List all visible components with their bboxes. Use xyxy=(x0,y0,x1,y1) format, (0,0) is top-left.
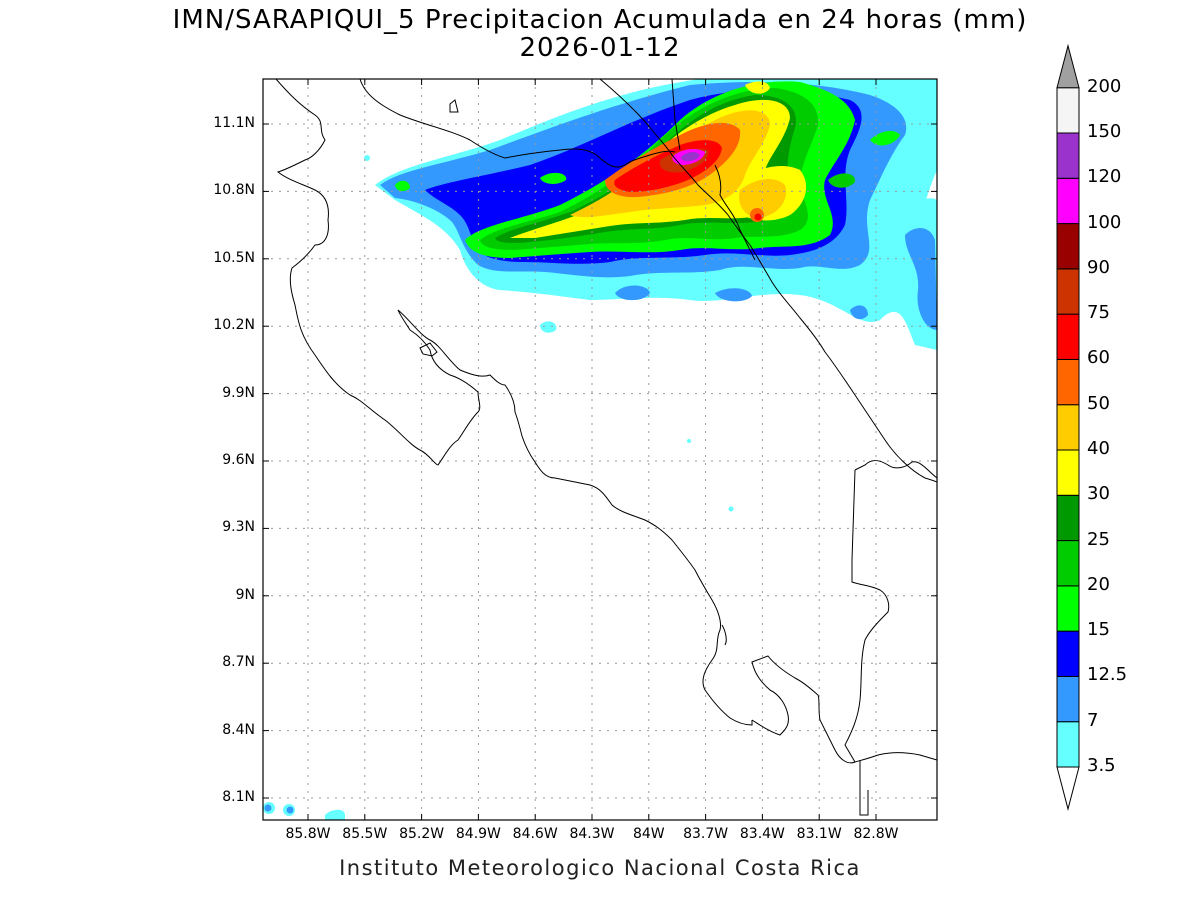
chart-date: 2026-01-12 xyxy=(519,33,681,63)
lon-tick-label: 85.5W xyxy=(342,826,388,842)
colorbar-swatch xyxy=(1056,585,1080,632)
colorbar-level-label: 3.5 xyxy=(1087,755,1116,776)
lon-tick-label: 84.6W xyxy=(512,826,558,842)
lat-tick-label: 11.1N xyxy=(213,115,255,131)
footer-credit: Instituto Meteorologico Nacional Costa R… xyxy=(339,856,861,880)
colorbar-level-label: 20 xyxy=(1087,573,1110,595)
colorbar-swatch xyxy=(1056,268,1080,315)
lon-tick-label: 85.8W xyxy=(285,826,331,842)
lon-tick-label: 84.9W xyxy=(455,826,501,842)
lat-tick-label: 8.7N xyxy=(222,654,255,671)
lat-tick-label: 10.5N xyxy=(213,249,255,266)
colorbar-swatch xyxy=(1056,87,1080,134)
lon-tick-label: 82.8W xyxy=(853,826,899,842)
lat-tick-label: 9N xyxy=(235,586,255,603)
colorbar-level-label: 15 xyxy=(1087,619,1110,641)
lat-tick-label: 9.6N xyxy=(222,452,255,468)
colorbar-level-label: 120 xyxy=(1087,166,1122,188)
axis-ticks xyxy=(263,79,937,820)
colorbar-swatch xyxy=(1056,721,1080,768)
coastlines xyxy=(275,79,937,816)
lat-tick-label: 10.8N xyxy=(213,182,255,199)
lon-tick-label: 83.7W xyxy=(683,826,729,842)
lon-tick-label: 85.2W xyxy=(399,826,445,842)
lat-tick-label: 9.3N xyxy=(222,519,255,536)
colorbar-level-label: 25 xyxy=(1087,528,1110,550)
precip-purple xyxy=(681,152,700,162)
colorbar-level-label: 90 xyxy=(1087,256,1110,278)
lon-tick-label: 84W xyxy=(632,826,665,842)
colorbar-swatch xyxy=(1056,132,1080,179)
colorbar-level-label: 150 xyxy=(1087,121,1122,142)
colorbar-swatch xyxy=(1056,177,1080,225)
map-gridlines xyxy=(263,79,937,820)
lat-tick-label: 10.2N xyxy=(213,317,255,334)
colorbar-level-label: 40 xyxy=(1087,438,1110,459)
colorbar-swatch xyxy=(1056,630,1080,677)
colorbar-level-label: 75 xyxy=(1087,302,1110,324)
colorbar-swatch xyxy=(1056,540,1080,587)
colorbar-level-label: 200 xyxy=(1087,75,1122,97)
colorbar-swatch xyxy=(1056,358,1080,406)
lon-tick-label: 83.4W xyxy=(739,826,785,842)
colorbar-under-triangle xyxy=(1056,766,1080,811)
colorbar-swatch xyxy=(1056,404,1080,451)
colorbar xyxy=(1056,43,1080,811)
lat-tick-label: 8.4N xyxy=(222,721,255,738)
colorbar-swatch xyxy=(1056,313,1080,360)
map-area xyxy=(263,79,937,820)
lat-tick-label: 9.9N xyxy=(222,384,255,401)
colorbar-swatch xyxy=(1056,223,1080,270)
colorbar-swatch xyxy=(1056,494,1080,542)
colorbar-level-label: 7 xyxy=(1087,709,1099,731)
colorbar-level-label: 50 xyxy=(1087,392,1110,414)
lat-tick-label: 8.1N xyxy=(222,789,255,805)
colorbar-level-label: 60 xyxy=(1087,347,1110,369)
colorbar-swatch xyxy=(1056,449,1080,496)
colorbar-over-triangle xyxy=(1056,43,1080,89)
colorbar-level-label: 12.5 xyxy=(1087,664,1128,686)
colorbar-swatch xyxy=(1056,675,1080,723)
map-frame xyxy=(262,78,938,821)
lon-tick-label: 83.1W xyxy=(796,826,842,842)
chart-title: IMN/SARAPIQUI_5 Precipitacion Acumulada … xyxy=(172,5,1028,35)
colorbar-level-label: 30 xyxy=(1087,483,1110,505)
colorbar-level-label: 100 xyxy=(1087,211,1122,233)
lon-tick-label: 84.3W xyxy=(569,826,615,842)
